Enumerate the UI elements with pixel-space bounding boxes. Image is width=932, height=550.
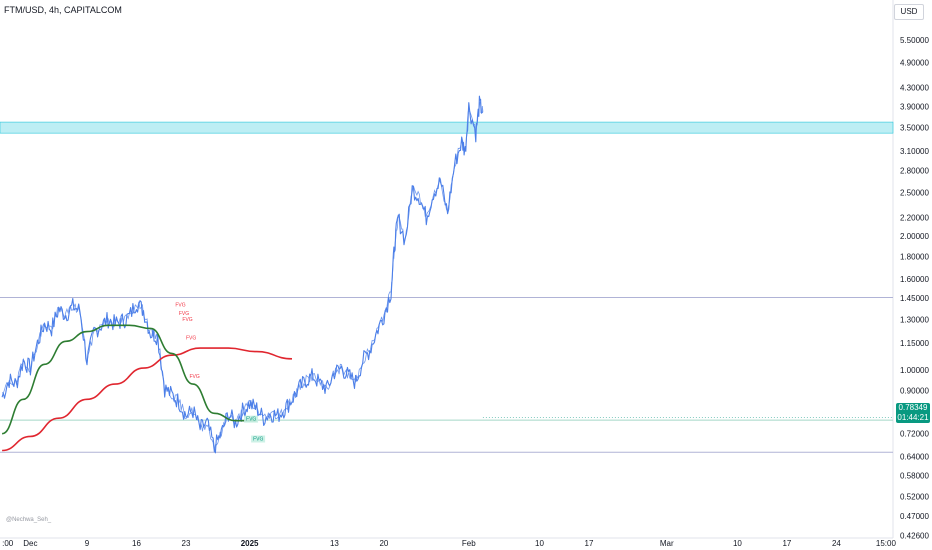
bar-countdown: 01:44:21 (897, 413, 929, 422)
fvg-label: FVG (179, 311, 189, 317)
y-tick-label: 0.47000 (900, 512, 929, 521)
x-tick-label: 10 (733, 539, 742, 548)
fvg-label: FVG (246, 417, 256, 423)
x-tick-label: 17 (782, 539, 791, 548)
x-tick-label: 2025 (241, 539, 259, 548)
supply-zone (0, 121, 894, 134)
currency-unit-button[interactable]: USD (894, 4, 924, 20)
ma-fast-line (1, 324, 257, 435)
x-tick-label: 10 (535, 539, 544, 548)
fvg-label: FVG (189, 374, 199, 380)
x-tick-label: 15:00 (876, 539, 897, 548)
x-tick-label: 24 (832, 539, 841, 548)
y-tick-label: 1.80000 (900, 252, 929, 261)
x-tick-label: 17 (585, 539, 594, 548)
x-tick-label: 16 (132, 539, 141, 548)
price-axis: 5.50000 4.90000 4.30000 3.90000 3.50000 3.100… (900, 36, 929, 540)
y-tick-label: 1.45000 (900, 294, 929, 303)
fvg-label: FVG (182, 317, 192, 323)
last-price-value: 0.78349 (898, 403, 928, 412)
fvg-label: FVG (186, 336, 196, 342)
x-tick-label: 9 (85, 539, 90, 548)
fvg-label: FVG (253, 436, 263, 442)
y-tick-label: 1.00000 (900, 366, 929, 375)
x-tick-label: Feb (462, 539, 476, 548)
x-tick-label: Mar (660, 539, 674, 548)
y-tick-label: 2.00000 (900, 232, 929, 241)
y-tick-label: 4.90000 (900, 58, 929, 67)
zone-layer (0, 121, 894, 134)
y-tick-label: 2.80000 (900, 167, 929, 176)
level-layer (0, 296, 893, 453)
series-layer (1, 95, 484, 454)
price-line-wicks (1, 101, 484, 453)
y-tick-label: 0.42600 (900, 531, 929, 540)
y-tick-label: 0.58000 (900, 472, 929, 481)
y-tick-label: 1.60000 (900, 275, 929, 284)
x-tick-label: Dec (23, 539, 37, 548)
y-tick-label: 3.10000 (900, 147, 929, 156)
fvg-box (251, 435, 266, 443)
y-tick-label: 3.90000 (900, 103, 929, 112)
x-tick-label: :00 (2, 539, 14, 548)
time-axis: :00 Dec 9 16 23 2025 13 20 Feb 10 17 Mar 10 17 24 15:00 (2, 539, 896, 548)
y-tick-label: 2.20000 (900, 213, 929, 222)
author-watermark: @Nechwa_Seh_ (6, 517, 52, 523)
x-tick-label: 20 (379, 539, 388, 548)
y-tick-label: 1.15000 (900, 339, 929, 348)
y-tick-label: 0.52000 (900, 493, 929, 502)
y-tick-label: 5.50000 (900, 36, 929, 45)
y-tick-label: 1.30000 (900, 315, 929, 324)
y-tick-label: 0.72000 (900, 430, 929, 439)
y-tick-label: 2.50000 (900, 189, 929, 198)
y-tick-label: 0.90000 (900, 386, 929, 395)
chart-title: FTM/USD, 4h, CAPITALCOM (4, 5, 122, 15)
x-tick-label: 13 (330, 539, 339, 548)
x-tick-label: 23 (182, 539, 191, 548)
chart-grid (0, 0, 894, 539)
y-tick-label: 3.50000 (900, 124, 929, 133)
fvg-box (244, 415, 259, 423)
ma-slow-line (2, 347, 293, 452)
y-tick-label: 4.30000 (900, 84, 929, 93)
price-line (1, 95, 484, 454)
y-tick-label: 0.64000 (900, 452, 929, 461)
fvg-label: FVG (175, 302, 185, 308)
last-price-badge: 0.78349 01:44:21 (896, 403, 930, 423)
